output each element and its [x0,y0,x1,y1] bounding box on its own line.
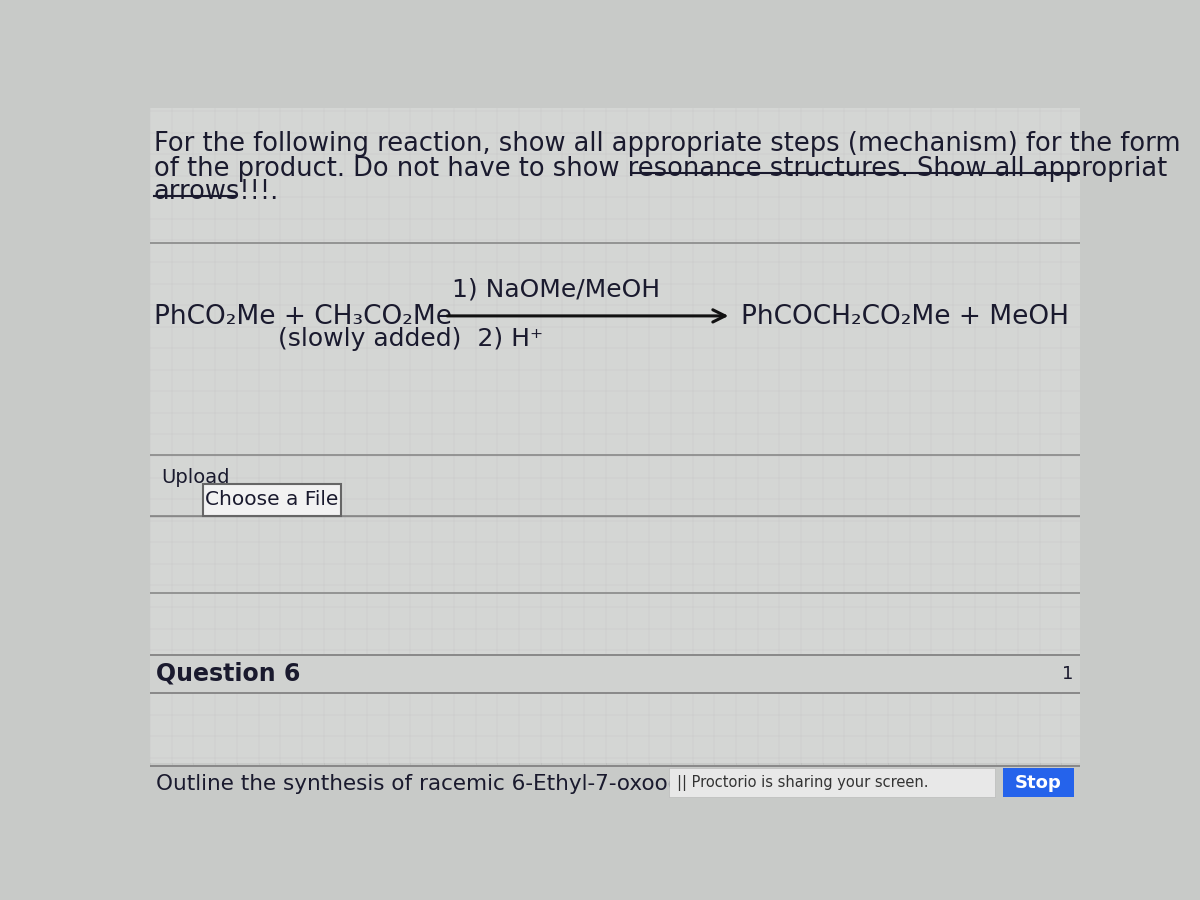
Text: Choose a File: Choose a File [205,491,338,509]
Bar [150,654,1080,693]
Bar [1002,768,1074,797]
Bar [670,768,995,797]
Text: arrows!!!.: arrows!!!. [154,179,280,205]
Text: Question 6: Question 6 [156,662,300,686]
Text: (slowly added)  2) H⁺: (slowly added) 2) H⁺ [278,328,542,352]
Text: 1: 1 [1062,665,1074,683]
Text: PhCO₂Me + CH₃CO₂Me: PhCO₂Me + CH₃CO₂Me [154,304,452,330]
Text: PhCOCH₂CO₂Me + MeOH: PhCOCH₂CO₂Me + MeOH [740,304,1068,330]
Text: For the following reaction, show all appropriate steps (mechanism) for the form: For the following reaction, show all app… [154,131,1181,158]
Text: Upload: Upload [162,468,230,487]
Text: || Proctorio is sharing your screen.: || Proctorio is sharing your screen. [677,775,929,790]
Bar [203,484,341,516]
Text: Stop: Stop [1015,773,1062,791]
Text: 1) NaOMe/MeOH: 1) NaOMe/MeOH [452,277,660,302]
Text: of the product. Do not have to show resonance structures. Show all appropriat: of the product. Do not have to show reso… [154,156,1168,182]
Text: Outline the synthesis of racemic 6-Ethyl-7-oxooct: Outline the synthesis of racemic 6-Ethyl… [156,774,689,794]
Bar [150,767,1080,801]
